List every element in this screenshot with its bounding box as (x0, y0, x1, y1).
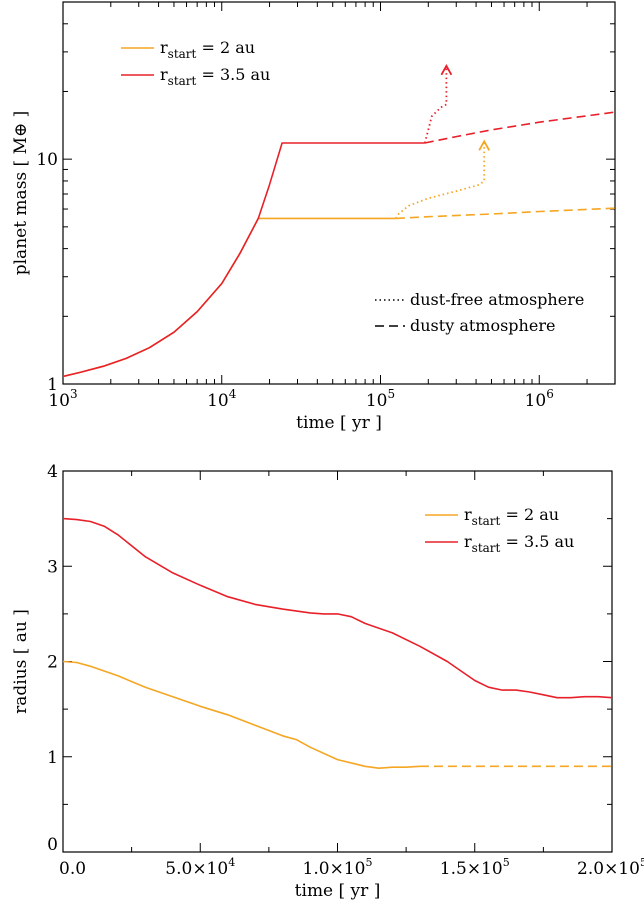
legend-label: rstart = 3.5 au (160, 65, 270, 88)
series-line-solid-2 (63, 142, 425, 378)
series-line-dashed-4 (424, 111, 615, 144)
x-tick-label: 5.0×104 (165, 856, 235, 879)
arrow-head (440, 64, 453, 76)
y-tick-label: 1 (47, 375, 58, 395)
x-tick-label: 106 (525, 387, 554, 411)
y-tick-label: 1 (47, 748, 58, 768)
y-tick-label: 4 (47, 462, 58, 482)
x-tick-label: 2.0×105 (577, 856, 644, 879)
x-tick-label: 0.0 (59, 859, 86, 879)
y-axis-label: planet mass [ M⊕ ] (11, 111, 31, 276)
x-axis-label: time [ yr ] (296, 413, 382, 433)
series-line-solid-1 (63, 217, 396, 378)
series-line-dashed-3 (395, 207, 615, 220)
legend-label: rstart = 3.5 au (464, 532, 574, 555)
y-axis-label: radius [ au ] (11, 609, 31, 714)
y-tick-label: 2 (47, 653, 58, 673)
panel-2: 0.0 5.0×104 1.0×105 1.5×105 2.0×105 0 1 2 3 4 time… (11, 462, 644, 901)
y-tick-label: 3 (47, 557, 58, 577)
style-legend-label: dust-free atmosphere (410, 290, 584, 309)
x-tick-label: 104 (207, 387, 237, 411)
style-legend-label: dusty atmosphere (410, 316, 555, 335)
series-line-dotted-6 (423, 65, 448, 144)
plot-frame (62, 470, 613, 853)
series-line-solid-3 (63, 517, 612, 699)
plot-frame (62, 1, 616, 385)
y-tick-label: 0 (47, 835, 58, 855)
x-tick-label: 1.5×105 (440, 856, 510, 879)
x-tick-label: 103 (48, 387, 77, 411)
x-tick-label: 105 (366, 387, 395, 411)
series-line-solid-1 (63, 660, 420, 770)
legend-label: rstart = 2 au (464, 505, 559, 528)
legend-label: rstart = 2 au (160, 38, 255, 61)
x-tick-label: 1.0×105 (303, 856, 373, 879)
arrow-head (478, 139, 490, 151)
x-axis-label: time [ yr ] (295, 881, 381, 901)
series-line-dotted-5 (395, 141, 486, 219)
panel-1: 103 104 105 106 1 10 time [ yr ] planet mass [ … (11, 1, 616, 433)
y-tick-label: 10 (36, 150, 58, 170)
